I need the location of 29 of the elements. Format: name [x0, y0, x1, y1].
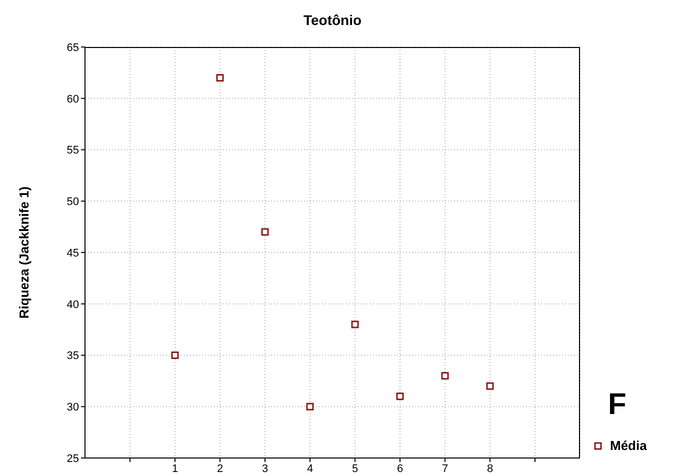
x-tick-label: 6: [396, 462, 404, 475]
point: [216, 74, 224, 82]
y-tick-label: 60: [66, 93, 79, 106]
x-tick-label: 4: [306, 462, 314, 475]
legend-label: Média: [610, 438, 647, 453]
text: F: [608, 388, 626, 422]
x-tick-label: 2: [216, 462, 224, 475]
point: [171, 352, 179, 359]
x-tick-label: 7: [442, 462, 448, 475]
point: [396, 392, 404, 400]
y-tick-label: 65: [66, 42, 79, 54]
y-tick-label: 45: [66, 247, 79, 260]
y-axis-title: Riqueza (Jackknife 1): [16, 186, 32, 319]
y-tick-label: 35: [66, 350, 79, 362]
point: [486, 382, 494, 390]
y-tick-label: 25: [66, 452, 79, 465]
y-tick-label: 50: [66, 196, 79, 208]
point: [351, 320, 359, 328]
point: [261, 228, 269, 236]
point: [441, 372, 449, 380]
x-tick-label: 3: [262, 462, 268, 475]
x-tick-label: 8: [486, 462, 494, 475]
point: [306, 402, 314, 410]
y-tick-label: 30: [66, 402, 79, 414]
x-tick-label: 5: [352, 462, 358, 475]
y-tick-label: 55: [66, 144, 79, 157]
x-tick-label: 1: [172, 462, 178, 475]
chart-title: Teotônio: [302, 12, 363, 28]
y-tick-label: 40: [66, 298, 79, 311]
